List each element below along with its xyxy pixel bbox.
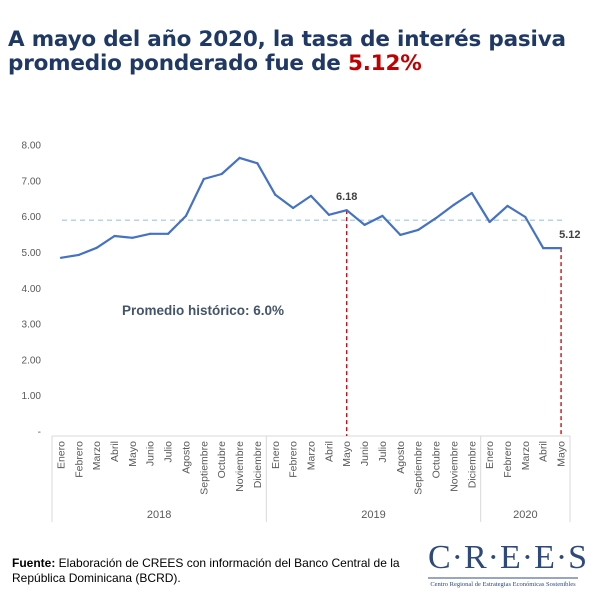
data-point <box>399 233 402 236</box>
x-tick-label: Abril <box>538 441 550 462</box>
x-group-label: 2018 <box>147 509 171 521</box>
x-tick-label: Diciembre <box>252 441 264 488</box>
x-tick-label: Mayo <box>556 441 568 467</box>
x-tick-label: Junio <box>359 441 371 466</box>
y-tick-label: 7.00 <box>22 176 42 187</box>
x-tick-label: Marzo <box>520 441 532 470</box>
data-point <box>381 214 384 218</box>
labels-layer: 6.18 5.12 <box>336 191 580 241</box>
x-tick-label: Febrero <box>73 441 85 478</box>
y-tick-label: 4.00 <box>22 284 42 295</box>
x-tick-label: Julio <box>377 441 389 463</box>
data-point <box>113 234 116 238</box>
x-group-label: 2020 <box>513 509 537 521</box>
logo-subtitle: Centro Regional de Estrategias Económica… <box>430 581 576 588</box>
data-point <box>131 236 134 239</box>
x-tick-label: Enero <box>270 441 282 469</box>
source-footer: Fuente: Elaboración de CREES con informa… <box>12 556 412 586</box>
data-point <box>309 194 313 197</box>
x-tick-label: Agosto <box>395 441 407 474</box>
data-point <box>452 203 455 206</box>
y-tick-label: 1.00 <box>22 391 42 402</box>
data-point <box>59 256 63 259</box>
title-line-1: A mayo del año 2020, la tasa de interés … <box>8 27 566 52</box>
x-tick-label: Octubre <box>431 441 443 479</box>
data-point <box>95 246 98 249</box>
crees-logo: C·R·E·E·S Centro Regional de Estrategias… <box>428 539 589 588</box>
data-point <box>256 162 259 165</box>
x-group-label: 2019 <box>361 509 385 521</box>
data-point <box>220 172 223 176</box>
x-tick-label: Octubre <box>216 441 228 479</box>
data-point <box>274 193 277 196</box>
y-tick-label: 2.00 <box>22 355 42 366</box>
data-point <box>434 216 438 220</box>
logo-divider <box>428 577 578 579</box>
marker-lines-layer <box>346 210 562 436</box>
x-tick-label: Mayo <box>341 441 353 467</box>
data-point <box>167 232 170 235</box>
x-tick-label: Diciembre <box>466 441 478 488</box>
average-layer: Promedio histórico: 6.0% <box>62 219 565 318</box>
data-point <box>506 204 509 207</box>
data-point <box>202 177 205 181</box>
data-point <box>149 232 152 235</box>
title-line-2-text: promedio ponderado fue de <box>8 51 348 76</box>
x-tick-label: Julio <box>163 441 175 463</box>
x-tick-label: Marzo <box>91 441 103 470</box>
y-tick-label: 6.00 <box>22 212 42 223</box>
data-point <box>184 214 188 218</box>
title-highlight-value: 5.12% <box>347 51 422 76</box>
x-tick-label: Mayo <box>127 441 139 467</box>
line-chart: - 1.00 2.00 3.00 4.00 5.00 6.00 7.00 8.00 2018 201… <box>22 141 580 522</box>
data-point <box>524 215 527 219</box>
x-tick-label: Agosto <box>180 441 192 474</box>
data-point <box>470 191 473 195</box>
data-point <box>488 220 491 224</box>
y-tick-label: 8.00 <box>22 141 42 152</box>
page-title: A mayo del año 2020, la tasa de interés … <box>8 28 598 76</box>
data-point <box>292 206 295 210</box>
x-tick-label: Febrero <box>502 441 514 478</box>
x-tick-label: Septiembre <box>413 441 425 495</box>
series-layer <box>59 156 563 259</box>
source-label: Fuente: <box>12 556 56 570</box>
x-tick-label: Noviembre <box>448 441 460 492</box>
data-point <box>417 228 420 231</box>
source-text: Elaboración de CREES con información del… <box>12 556 400 585</box>
data-label: 6.18 <box>336 191 357 203</box>
chart-axes: - 1.00 2.00 3.00 4.00 5.00 6.00 7.00 8.00 2018 201… <box>22 141 571 522</box>
x-tick-label: Junio <box>145 441 157 466</box>
x-tick-label: Febrero <box>288 441 300 478</box>
data-point <box>559 247 563 250</box>
x-tick-label: Enero <box>55 441 67 469</box>
title-line-2: promedio ponderado fue de 5.12% <box>8 52 598 76</box>
y-tick-label: - <box>38 427 41 438</box>
data-point <box>327 213 330 216</box>
data-point <box>345 209 348 212</box>
x-tick-label: Abril <box>109 441 121 462</box>
y-tick-label: 5.00 <box>22 248 42 259</box>
x-tick-label: Septiembre <box>198 441 210 495</box>
x-tick-label: Enero <box>484 441 496 469</box>
data-label: 5.12 <box>559 229 580 241</box>
y-tick-label: 3.00 <box>22 320 42 331</box>
x-tick-label: Noviembre <box>234 441 246 492</box>
series-line <box>60 156 562 259</box>
data-point <box>238 156 241 159</box>
data-point <box>542 247 545 250</box>
data-point <box>77 253 80 257</box>
logo-wordmark: C·R·E·E·S <box>428 539 589 576</box>
average-annotation: Promedio histórico: 6.0% <box>122 303 284 318</box>
x-tick-label: Marzo <box>306 441 318 470</box>
data-point <box>363 223 366 226</box>
x-tick-label: Abril <box>323 441 335 462</box>
